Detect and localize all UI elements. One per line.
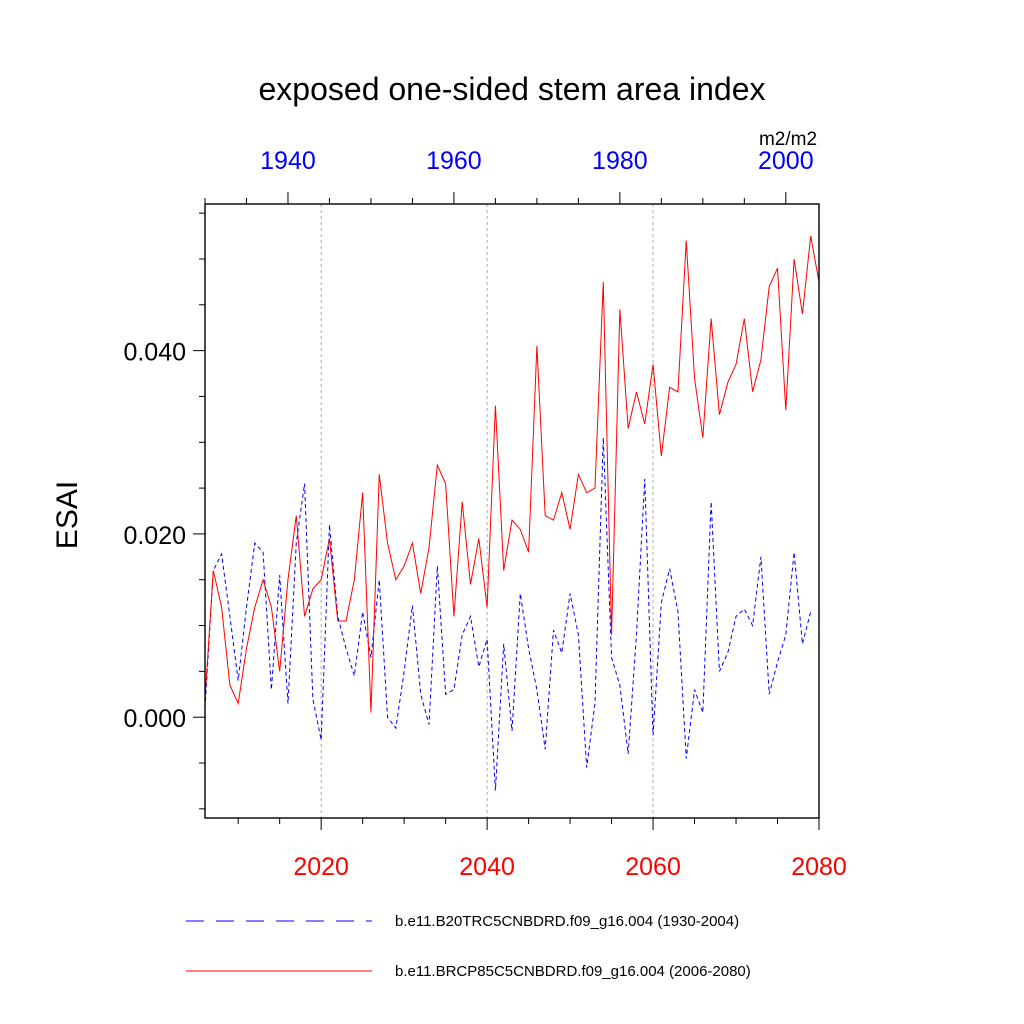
series-line-rcp85	[204, 235, 820, 713]
chart-title: exposed one-sided stem area index	[259, 71, 766, 107]
units-label: m2/m2	[759, 129, 817, 150]
y-tick-label: 0.020	[123, 522, 186, 550]
bottom-tick-label: 2060	[625, 853, 681, 881]
plot-frame	[204, 203, 820, 819]
data-series	[204, 235, 820, 791]
top-tick-label: 1960	[426, 147, 482, 175]
bottom-tick-label: 2040	[459, 853, 515, 881]
legend-label-historical: b.e11.B20TRC5CNBDRD.f09_g16.004 (1930-20…	[395, 913, 739, 930]
top-tick-label: 2000	[758, 147, 814, 175]
x-gridlines	[320, 204, 654, 818]
y-tick-label: 0.040	[123, 339, 186, 367]
y-tick-label: 0.000	[123, 705, 186, 733]
tick-labels: 0.000 0.020 0.040 2020 2040 2060 2080 1940 1960 1…	[123, 147, 846, 881]
bottom-tick-label: 2020	[293, 853, 349, 881]
y-axis-label: ESAI	[51, 481, 84, 549]
bottom-tick-label: 2080	[791, 853, 847, 881]
axis-ticks	[193, 192, 820, 830]
top-tick-label: 1940	[260, 147, 316, 175]
legend: b.e11.B20TRC5CNBDRD.f09_g16.004 (1930-20…	[186, 913, 751, 980]
series-line-historical	[204, 437, 812, 791]
top-tick-label: 1980	[592, 147, 648, 175]
legend-label-rcp85: b.e11.BRCP85C5CNBDRD.f09_g16.004 (2006-2…	[395, 963, 751, 980]
